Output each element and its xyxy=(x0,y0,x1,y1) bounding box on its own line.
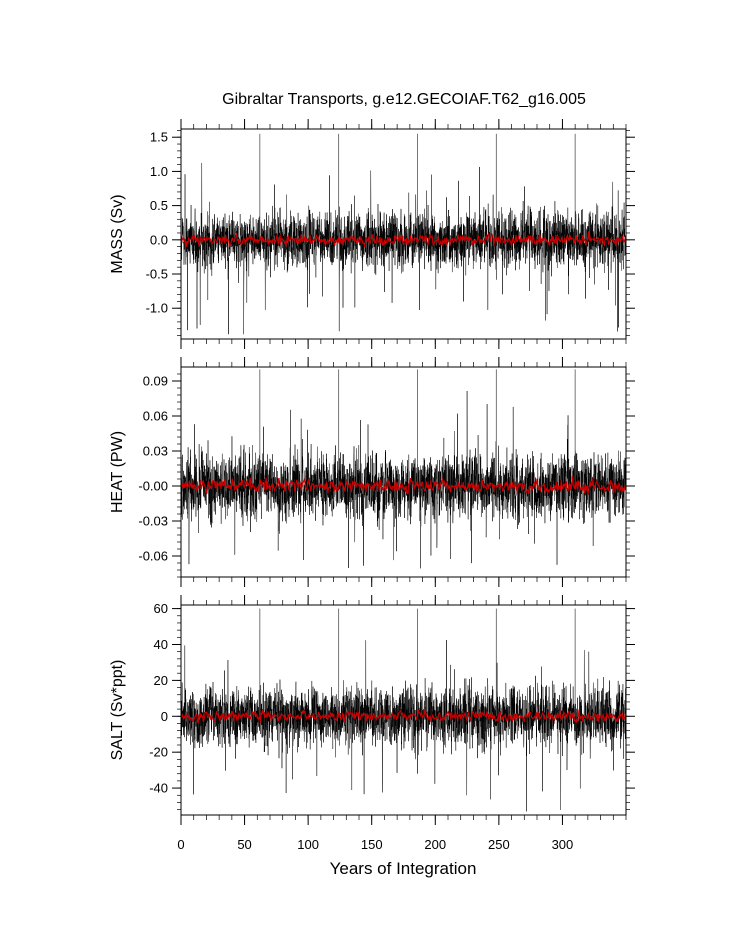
series-monthly-salt xyxy=(181,639,626,812)
panel-frame-salt xyxy=(180,604,627,816)
panel-mass: -1.0 -0.5 0.0 0.5 1.0 1.5 MASS (Sv) xyxy=(109,119,635,349)
x-tick-label: 200 xyxy=(424,837,446,852)
x-axis-label: Years of Integration xyxy=(330,859,477,878)
y-tick-label: 0.03 xyxy=(143,444,168,459)
x-tick-label: 100 xyxy=(297,837,319,852)
x-tick-label: 300 xyxy=(552,837,574,852)
series-annual-mean-heat xyxy=(181,475,626,495)
series-monthly-heat xyxy=(181,391,626,569)
series-monthly-mass xyxy=(181,162,626,335)
panel-heat: -0.06 -0.03 -0.00 0.03 0.06 0.09 HEAT (PW) xyxy=(109,357,635,587)
y-tick-label: -0.03 xyxy=(138,514,168,529)
panel-salt: -40 -20 0 20 40 60 SALT (Sv*ppt) xyxy=(109,595,635,825)
y-tick-label: 0 xyxy=(161,709,168,724)
y-tick-label: -20 xyxy=(149,745,168,760)
y-tick-label: -0.00 xyxy=(138,479,168,494)
y-tick-label: -0.06 xyxy=(138,549,168,564)
y-tick-label: -40 xyxy=(149,781,168,796)
y-tick-label: 0.0 xyxy=(150,232,168,247)
x-tick-label: 150 xyxy=(361,837,383,852)
chart-title: Gibraltar Transports, g.e12.GECOIAF.T62_… xyxy=(222,91,586,108)
y-axis-label-mass: MASS (Sv) xyxy=(109,194,126,273)
x-tick-label: 50 xyxy=(237,837,251,852)
panel-frame-mass xyxy=(180,128,627,340)
series-annual-mean-mass xyxy=(181,231,626,248)
y-tick-label: 60 xyxy=(154,601,168,616)
y-axis-label-salt: SALT (Sv*ppt) xyxy=(109,660,126,761)
y-tick-label: 40 xyxy=(154,637,168,652)
y-tick-label: 1.5 xyxy=(150,130,168,145)
y-tick-label: -1.0 xyxy=(146,301,168,316)
y-tick-label: 0.5 xyxy=(150,198,168,213)
series-annual-mean-salt xyxy=(181,708,626,724)
y-tick-label: 0.06 xyxy=(143,409,168,424)
y-tick-label: 0.09 xyxy=(143,374,168,389)
y-tick-label: 20 xyxy=(154,673,168,688)
x-tick-label: 0 xyxy=(177,837,184,852)
y-axis-label-heat: HEAT (PW) xyxy=(109,431,126,513)
y-tick-label: -0.5 xyxy=(146,267,168,282)
x-tick-label: 250 xyxy=(488,837,510,852)
y-tick-label: 1.0 xyxy=(150,164,168,179)
